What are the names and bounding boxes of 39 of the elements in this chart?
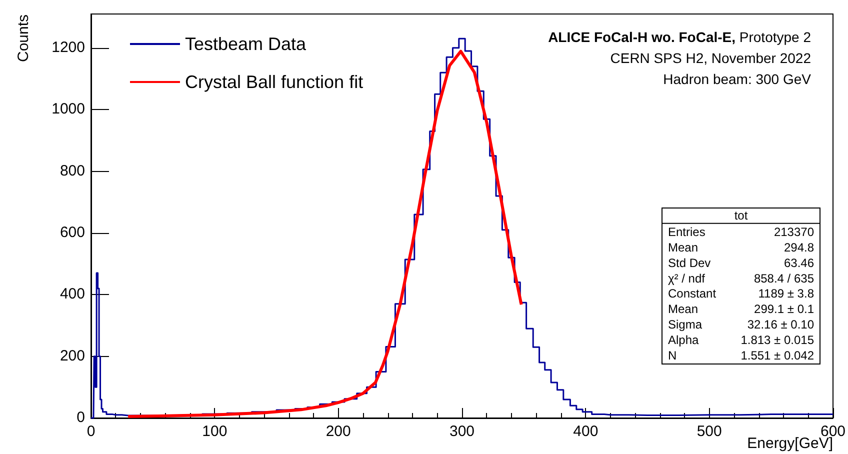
annotation: 299.1 ± 0.1 (754, 302, 814, 316)
annotation: χ² / ndf (668, 271, 706, 286)
y-tick-label: 200 (60, 347, 85, 364)
x-tick-label: 200 (326, 423, 351, 440)
line-series (126, 50, 523, 418)
y-tick-label: 600 (60, 224, 85, 241)
annotation: 63.46 (784, 256, 814, 270)
legend-label: Testbeam Data (185, 34, 308, 54)
annotation: Sigma (668, 318, 702, 332)
text: ALICE FoCal-H wo. FoCal-E, Prototype 2 (548, 29, 812, 45)
annotation: Alpha (668, 332, 700, 347)
annotation: 1189 ± 3.8 (758, 286, 814, 301)
annotation: 32.16 ± 0.10 (747, 318, 814, 332)
x-tick-label: 100 (202, 423, 228, 440)
x-tick-label: 0 (86, 423, 96, 440)
annotation: 1.813 ± 0.015 (740, 332, 814, 347)
annotation: Mean (668, 302, 698, 316)
y-tick-label: 0 (76, 409, 85, 426)
x-tick-label: 400 (573, 423, 598, 440)
annotation: Constant (668, 286, 717, 301)
text: CERN SPS H2, November 2022 (610, 50, 812, 66)
y-tick-label: 1200 (52, 38, 85, 56)
annotation: 213370 (774, 225, 814, 240)
annotation: N (668, 348, 677, 362)
y-tick-label: 800 (60, 162, 85, 180)
y-axis-title: Counts (15, 14, 32, 62)
y-tick-label: 400 (60, 286, 85, 303)
annotation: Entries (668, 225, 706, 240)
annotation: Mean (668, 240, 698, 254)
legend-label: Crystal Ball function fit (185, 72, 364, 92)
annotation: 858.4 / 635 (754, 271, 814, 286)
annotation: 1.551 ± 0.042 (740, 348, 814, 362)
y-tick-label: 1000 (52, 100, 85, 118)
annotation: Hadron beam: 300 GeV (663, 71, 812, 87)
annotation: tot (734, 208, 748, 223)
x-tick-label: 500 (696, 423, 722, 440)
annotation: Std Dev (668, 256, 711, 270)
x-tick-label: 300 (449, 423, 475, 440)
annotation: 294.8 (784, 240, 814, 254)
